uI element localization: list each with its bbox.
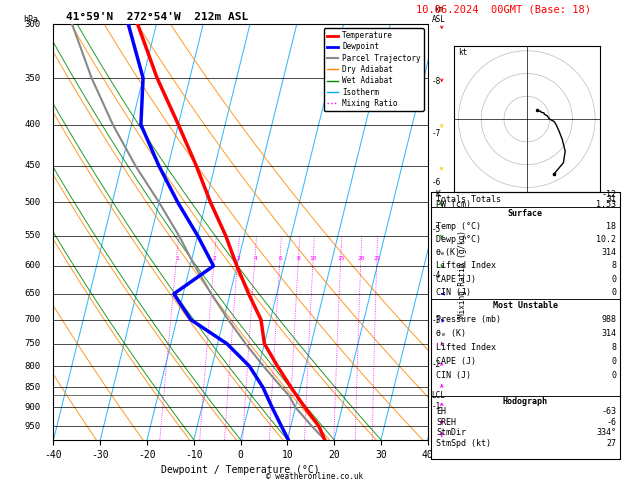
Text: 334°: 334° — [596, 429, 616, 437]
Text: -6: -6 — [431, 178, 441, 187]
Text: Lifted Index: Lifted Index — [436, 261, 496, 270]
Text: © weatheronline.co.uk: © weatheronline.co.uk — [266, 472, 363, 481]
Text: -3: -3 — [431, 316, 441, 325]
Text: 8: 8 — [297, 256, 301, 261]
Text: 8: 8 — [611, 261, 616, 270]
Text: hPa: hPa — [23, 15, 38, 24]
Text: 25: 25 — [373, 256, 381, 261]
Text: CIN (J): CIN (J) — [436, 371, 471, 380]
X-axis label: Dewpoint / Temperature (°C): Dewpoint / Temperature (°C) — [161, 465, 320, 475]
Text: Most Unstable: Most Unstable — [493, 301, 558, 311]
Text: 10.06.2024  00GMT (Base: 18): 10.06.2024 00GMT (Base: 18) — [416, 4, 591, 15]
Text: 1.53: 1.53 — [596, 200, 616, 208]
Text: CAPE (J): CAPE (J) — [436, 357, 476, 366]
Legend: Temperature, Dewpoint, Parcel Trajectory, Dry Adiabat, Wet Adiabat, Isotherm, Mi: Temperature, Dewpoint, Parcel Trajectory… — [324, 28, 424, 111]
Text: LCL: LCL — [431, 391, 445, 400]
Text: 650: 650 — [25, 289, 40, 298]
Text: EH: EH — [436, 407, 446, 417]
Text: -7: -7 — [431, 129, 441, 138]
Text: Mixing Ratio (g/kg): Mixing Ratio (g/kg) — [458, 230, 467, 317]
Text: 6: 6 — [279, 256, 282, 261]
Text: 314: 314 — [601, 329, 616, 338]
Text: Totals Totals: Totals Totals — [436, 195, 501, 204]
Text: θₑ (K): θₑ (K) — [436, 329, 466, 338]
Text: PW (cm): PW (cm) — [436, 200, 471, 208]
Text: 300: 300 — [25, 20, 40, 29]
Text: CIN (J): CIN (J) — [436, 288, 471, 297]
Text: kt: kt — [459, 48, 468, 57]
Text: 3: 3 — [236, 256, 240, 261]
Text: -6: -6 — [606, 418, 616, 427]
Text: km
ASL: km ASL — [432, 5, 446, 24]
Text: StmDir: StmDir — [436, 429, 466, 437]
Text: -5: -5 — [431, 226, 441, 234]
Text: -8: -8 — [431, 76, 441, 86]
Text: 400: 400 — [25, 120, 40, 129]
Text: 0: 0 — [611, 371, 616, 380]
Text: Lifted Index: Lifted Index — [436, 343, 496, 352]
Text: 27: 27 — [606, 439, 616, 448]
Text: 500: 500 — [25, 198, 40, 207]
Text: -12: -12 — [601, 190, 616, 199]
Text: Dewp (°C): Dewp (°C) — [436, 235, 481, 244]
Text: 750: 750 — [25, 339, 40, 348]
Text: 0: 0 — [611, 357, 616, 366]
Text: 2: 2 — [213, 256, 216, 261]
Text: 450: 450 — [25, 161, 40, 170]
Text: Pressure (mb): Pressure (mb) — [436, 315, 501, 324]
Text: 15: 15 — [337, 256, 345, 261]
Text: 4: 4 — [253, 256, 257, 261]
Text: 350: 350 — [25, 73, 40, 83]
Text: 18: 18 — [606, 222, 616, 231]
Text: 950: 950 — [25, 422, 40, 431]
Text: 550: 550 — [25, 231, 40, 240]
Text: θₑ(K): θₑ(K) — [436, 248, 461, 257]
Text: 41°59'N  272°54'W  212m ASL: 41°59'N 272°54'W 212m ASL — [66, 12, 248, 22]
Text: 1: 1 — [175, 256, 179, 261]
Text: Hodograph: Hodograph — [503, 397, 548, 406]
Text: 700: 700 — [25, 315, 40, 324]
Text: -63: -63 — [601, 407, 616, 417]
Text: 600: 600 — [25, 261, 40, 270]
Text: 31: 31 — [606, 195, 616, 204]
Text: 10.2: 10.2 — [596, 235, 616, 244]
Text: StmSpd (kt): StmSpd (kt) — [436, 439, 491, 448]
Text: K: K — [436, 190, 441, 199]
Text: 0: 0 — [611, 275, 616, 284]
Text: 988: 988 — [601, 315, 616, 324]
Text: -4: -4 — [431, 271, 441, 279]
Text: 900: 900 — [25, 403, 40, 412]
Text: 800: 800 — [25, 362, 40, 371]
Text: 8: 8 — [611, 343, 616, 352]
Text: -1: -1 — [431, 402, 441, 412]
Text: 0: 0 — [611, 288, 616, 297]
Text: SREH: SREH — [436, 418, 456, 427]
Text: 20: 20 — [357, 256, 365, 261]
Text: -2: -2 — [431, 360, 441, 368]
Text: 314: 314 — [601, 248, 616, 257]
Text: CAPE (J): CAPE (J) — [436, 275, 476, 284]
Text: Temp (°C): Temp (°C) — [436, 222, 481, 231]
Text: Surface: Surface — [508, 208, 543, 218]
Text: 10: 10 — [309, 256, 317, 261]
Text: 850: 850 — [25, 383, 40, 392]
